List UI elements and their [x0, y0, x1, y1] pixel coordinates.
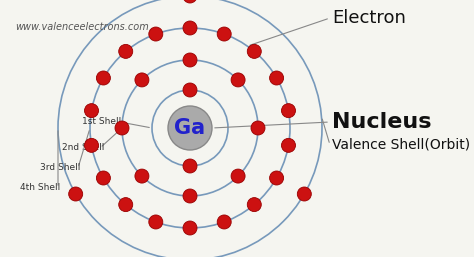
- Circle shape: [183, 221, 197, 235]
- Circle shape: [96, 71, 110, 85]
- Circle shape: [115, 121, 129, 135]
- Circle shape: [231, 73, 245, 87]
- Circle shape: [149, 215, 163, 229]
- Text: Ga: Ga: [174, 118, 206, 138]
- Circle shape: [118, 44, 133, 58]
- Circle shape: [96, 171, 110, 185]
- Circle shape: [251, 121, 265, 135]
- Text: Valence Shell(Orbit): Valence Shell(Orbit): [332, 138, 470, 152]
- Text: 1st Shell: 1st Shell: [82, 117, 121, 126]
- Circle shape: [297, 187, 311, 201]
- Text: 4th Shell: 4th Shell: [20, 183, 60, 192]
- Circle shape: [135, 73, 149, 87]
- Circle shape: [168, 106, 212, 150]
- Text: 2nd Shell: 2nd Shell: [62, 143, 104, 152]
- Text: Nucleus: Nucleus: [332, 112, 431, 132]
- Circle shape: [183, 189, 197, 203]
- Text: Electron: Electron: [332, 9, 406, 27]
- Circle shape: [282, 104, 295, 118]
- Circle shape: [183, 83, 197, 97]
- Text: 3rd Shell: 3rd Shell: [40, 163, 81, 172]
- Circle shape: [69, 187, 82, 201]
- Circle shape: [231, 169, 245, 183]
- Circle shape: [118, 198, 133, 212]
- Circle shape: [183, 21, 197, 35]
- Circle shape: [149, 27, 163, 41]
- Circle shape: [84, 138, 99, 152]
- Circle shape: [217, 27, 231, 41]
- Text: www.valenceelectrons.com: www.valenceelectrons.com: [15, 22, 149, 32]
- Circle shape: [183, 159, 197, 173]
- Circle shape: [270, 171, 283, 185]
- Circle shape: [217, 215, 231, 229]
- Circle shape: [84, 104, 99, 118]
- Circle shape: [183, 0, 197, 3]
- Circle shape: [270, 71, 283, 85]
- Circle shape: [135, 169, 149, 183]
- Circle shape: [282, 138, 295, 152]
- Circle shape: [183, 53, 197, 67]
- Circle shape: [247, 198, 261, 212]
- Circle shape: [247, 44, 261, 58]
